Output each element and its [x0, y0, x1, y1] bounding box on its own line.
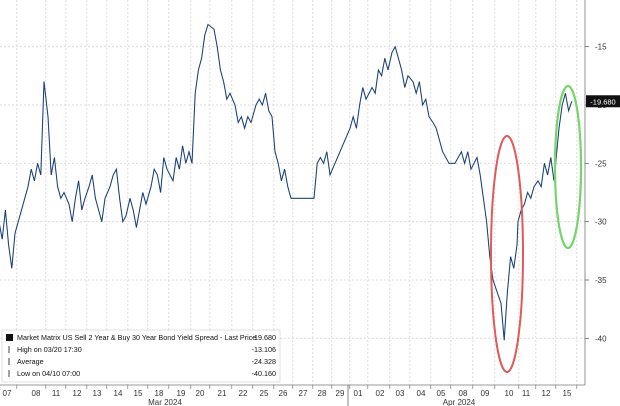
x-tick-label: 27	[299, 389, 308, 398]
x-tick-label: 08	[32, 389, 41, 398]
x-tick-label: 14	[114, 389, 123, 398]
legend: Market Matrix US Sell 2 Year & Buy 30 Ye…	[1, 329, 281, 383]
y-tick-label: -30	[595, 218, 607, 227]
x-tick-label: 29	[336, 389, 345, 398]
legend-value: -24.328	[252, 357, 276, 366]
annotation-ellipse-red	[490, 135, 524, 373]
x-tick-label: 03	[396, 389, 405, 398]
x-tick-label: 25	[260, 389, 269, 398]
y-tick-label: -35	[595, 276, 607, 285]
annotation-ellipse-green	[553, 84, 583, 250]
x-tick-label: 20	[196, 389, 205, 398]
legend-value: -19.680	[252, 333, 276, 342]
annotations	[490, 84, 583, 373]
y-axis: -15-20-25-30-35-40	[584, 0, 607, 385]
legend-label: Average	[17, 357, 44, 366]
x-tick-label: 15	[563, 389, 572, 398]
month-label: Mar 2024	[148, 398, 182, 406]
x-tick-label: 19	[177, 389, 186, 398]
x-tick-label: 26	[279, 389, 288, 398]
x-tick-label: 12	[542, 389, 551, 398]
x-tick-label: 02	[376, 389, 385, 398]
x-tick-label: 09	[481, 389, 490, 398]
series-line-shadow	[0, 24, 573, 341]
x-tick-label: 15	[134, 389, 143, 398]
legend-label: High on 03/20 17:30	[17, 345, 82, 354]
last-price-box	[586, 95, 620, 108]
legend-label: Market Matrix US Sell 2 Year & Buy 30 Ye…	[17, 333, 256, 342]
legend-value: -40.160	[252, 369, 276, 378]
x-tick-label: 10	[505, 389, 514, 398]
x-tick-label: 11	[52, 389, 61, 398]
y-tick-label: -15	[595, 43, 607, 52]
y-tick-label: -25	[595, 159, 607, 168]
x-tick-label: 12	[73, 389, 82, 398]
x-tick-label: 01	[354, 389, 363, 398]
month-label: Apr 2024	[443, 398, 476, 406]
last-price-label: -19.680	[590, 97, 615, 106]
y-tick-label: -40	[595, 334, 607, 343]
legend-swatch	[6, 334, 13, 341]
x-tick-label: 07	[3, 389, 12, 398]
legend-value: -13.106	[252, 345, 276, 354]
x-axis: 07 08 11 12 13 14 15 18 19 20 21 22 25 26 27 28 29 01 02 03…	[0, 384, 585, 406]
x-tick-label: 21	[218, 389, 227, 398]
x-tick-label: 11	[522, 389, 531, 398]
series	[0, 23, 573, 341]
x-tick-label: 18	[155, 389, 164, 398]
x-tick-label: 22	[239, 389, 248, 398]
x-tick-label: 04	[417, 389, 426, 398]
grid	[0, 0, 585, 385]
x-tick-label: 13	[93, 389, 102, 398]
last-price-badge: -19.680	[586, 95, 620, 108]
x-tick-label: 28	[318, 389, 327, 398]
legend-label: Low on 04/10 07:00	[17, 369, 80, 378]
legend-box	[1, 329, 281, 383]
x-tick-label: 05	[437, 389, 446, 398]
x-tick-label: 08	[459, 389, 468, 398]
